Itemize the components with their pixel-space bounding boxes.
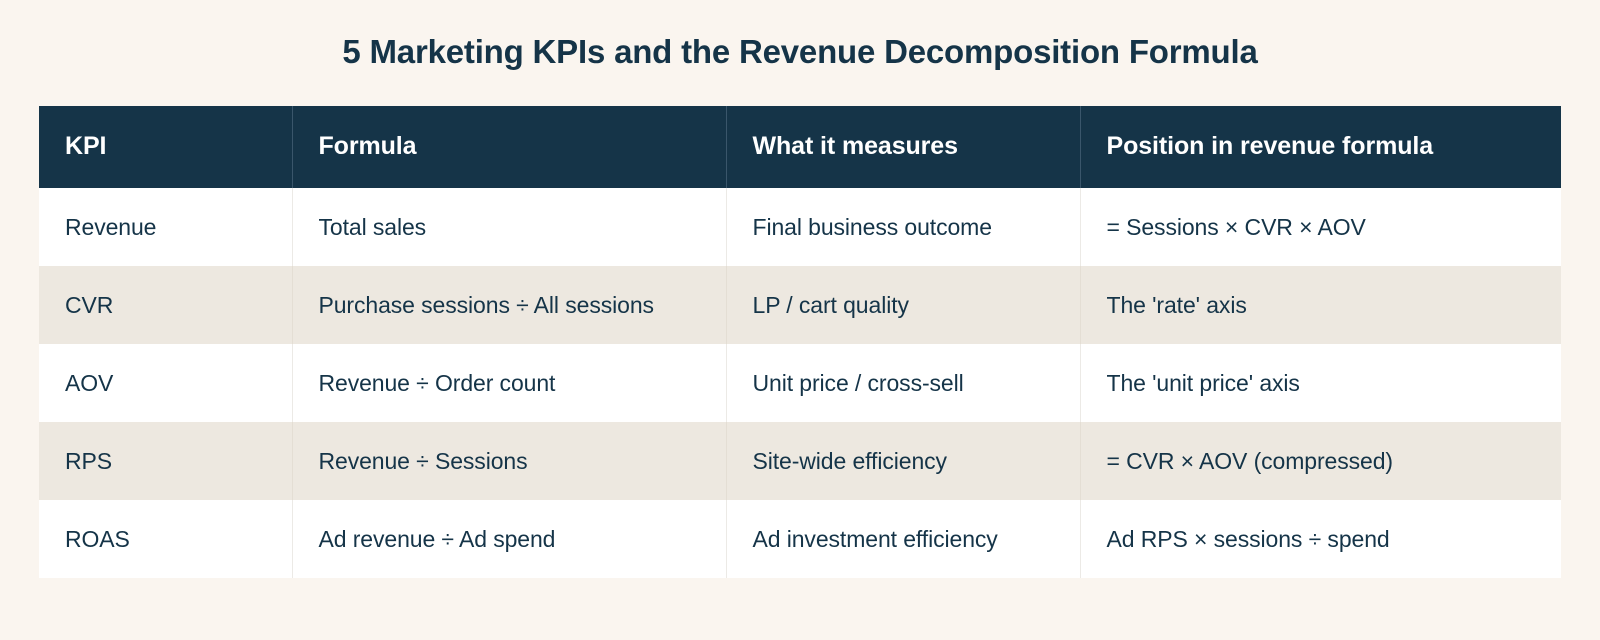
cell-position: The 'rate' axis [1080, 266, 1561, 344]
kpi-table-container: KPI Formula What it measures Position in… [39, 106, 1561, 578]
cell-formula: Revenue ÷ Order count [292, 344, 727, 422]
page-title: 5 Marketing KPIs and the Revenue Decompo… [342, 33, 1258, 70]
cell-measures: Ad investment efficiency [726, 500, 1081, 578]
table-body: Revenue Total sales Final business outco… [39, 188, 1561, 578]
cell-formula: Purchase sessions ÷ All sessions [292, 266, 727, 344]
table-header-row: KPI Formula What it measures Position in… [39, 106, 1561, 188]
cell-formula: Total sales [292, 188, 727, 266]
table-row: AOV Revenue ÷ Order count Unit price / c… [39, 344, 1561, 422]
column-header-what-it-measures: What it measures [726, 106, 1081, 188]
column-header-formula: Formula [292, 106, 727, 188]
cell-kpi: ROAS [39, 500, 293, 578]
cell-position: = Sessions × CVR × AOV [1080, 188, 1561, 266]
cell-position: The 'unit price' axis [1080, 344, 1561, 422]
cell-measures: LP / cart quality [726, 266, 1081, 344]
table-row: Revenue Total sales Final business outco… [39, 188, 1561, 266]
cell-kpi: Revenue [39, 188, 293, 266]
cell-measures: Final business outcome [726, 188, 1081, 266]
cell-measures: Site-wide efficiency [726, 422, 1081, 500]
table-header: KPI Formula What it measures Position in… [39, 106, 1561, 188]
kpi-table: KPI Formula What it measures Position in… [39, 106, 1561, 578]
cell-kpi: AOV [39, 344, 293, 422]
cell-position: Ad RPS × sessions ÷ spend [1080, 500, 1561, 578]
column-header-kpi: KPI [39, 106, 293, 188]
cell-formula: Ad revenue ÷ Ad spend [292, 500, 727, 578]
cell-position: = CVR × AOV (compressed) [1080, 422, 1561, 500]
cell-kpi: RPS [39, 422, 293, 500]
cell-kpi: CVR [39, 266, 293, 344]
table-row: ROAS Ad revenue ÷ Ad spend Ad investment… [39, 500, 1561, 578]
cell-formula: Revenue ÷ Sessions [292, 422, 727, 500]
table-row: RPS Revenue ÷ Sessions Site-wide efficie… [39, 422, 1561, 500]
cell-measures: Unit price / cross-sell [726, 344, 1081, 422]
table-row: CVR Purchase sessions ÷ All sessions LP … [39, 266, 1561, 344]
column-header-position-in-revenue-formula: Position in revenue formula [1080, 106, 1561, 188]
